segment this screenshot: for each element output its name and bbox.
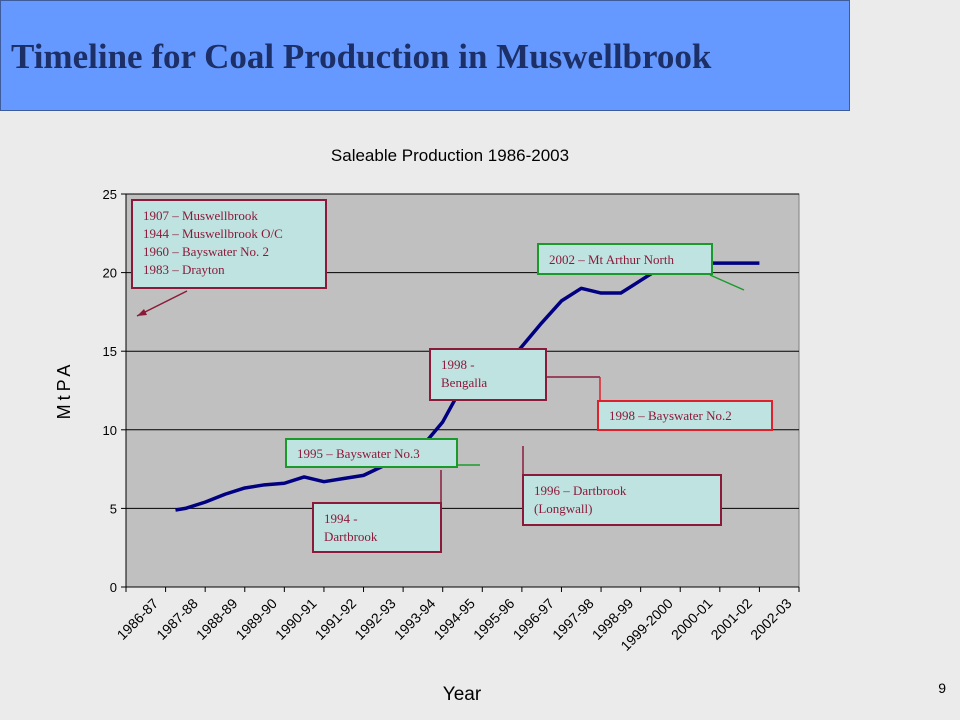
annotation-dartbrook-1994: 1994 - Dartbrook xyxy=(312,502,442,553)
x-tick-label: 1997-98 xyxy=(549,595,597,643)
y-tick-label: 0 xyxy=(110,580,117,595)
x-tick-label: 1989-90 xyxy=(232,595,280,643)
x-tick-label: 1996-97 xyxy=(510,595,558,643)
y-axis: 0 5 10 15 20 25 xyxy=(103,187,127,595)
x-tick-label: 1994-95 xyxy=(430,595,478,643)
x-tick-label: 2002-03 xyxy=(747,595,795,643)
x-axis-label: Year xyxy=(443,684,482,705)
y-axis-label: MtPA xyxy=(54,361,74,420)
arrowhead-icon xyxy=(137,309,147,316)
annotation-line: 1983 – Drayton xyxy=(143,262,225,277)
callout-line-mt-arthur-north xyxy=(709,274,745,291)
chart-title: Saleable Production 1986-2003 xyxy=(330,146,570,165)
x-tick-label: 1987-88 xyxy=(153,595,201,643)
annotation-mt-arthur-north: 2002 – Mt Arthur North xyxy=(537,243,713,275)
y-tick-label: 5 xyxy=(110,501,117,516)
x-tick-label: 2000-01 xyxy=(668,595,716,643)
annotation-line: 1994 - xyxy=(324,511,358,526)
x-tick-label: 1986-87 xyxy=(114,595,162,643)
x-tick-label: 2001-02 xyxy=(707,595,755,643)
annotation-line: 1998 – Bayswater No.2 xyxy=(609,408,732,423)
annotation-line: 1907 – Muswellbrook xyxy=(143,208,258,223)
annotation-line: 1960 – Bayswater No. 2 xyxy=(143,244,270,259)
y-tick-label: 15 xyxy=(103,344,117,359)
y-tick-label: 10 xyxy=(103,423,117,438)
x-tick-label: 1992-93 xyxy=(351,595,399,643)
annotation-line: Dartbrook xyxy=(324,529,378,544)
x-tick-label: 1995-96 xyxy=(470,595,518,643)
page-number: 9 xyxy=(938,680,946,696)
annotation-bayswater-no3: 1995 – Bayswater No.3 xyxy=(285,438,458,468)
y-tick-label: 25 xyxy=(103,187,117,202)
x-tick-label: 1990-91 xyxy=(272,595,320,643)
annotation-line: (Longwall) xyxy=(534,501,593,516)
annotation-line: 1995 – Bayswater No.3 xyxy=(297,446,420,461)
annotation-early-mines: 1907 – Muswellbrook 1944 – Muswellbrook … xyxy=(131,199,327,289)
annotation-line: 1944 – Muswellbrook O/C xyxy=(143,226,283,241)
annotation-line: 2002 – Mt Arthur North xyxy=(549,252,674,267)
annotation-bengalla: 1998 - Bengalla xyxy=(429,348,547,401)
y-tick-label: 20 xyxy=(103,266,117,281)
title-banner: Timeline for Coal Production in Muswellb… xyxy=(0,0,850,111)
annotation-line: 1998 - xyxy=(441,357,475,372)
x-axis: 1986-871987-881988-891989-901990-911991-… xyxy=(114,586,800,654)
annotation-dartbrook-longwall: 1996 – Dartbrook (Longwall) xyxy=(522,474,722,526)
annotation-line: Bengalla xyxy=(441,375,488,390)
slide-title: Timeline for Coal Production in Muswellb… xyxy=(11,37,712,76)
x-tick-label: 1993-94 xyxy=(391,595,439,643)
x-tick-label: 1988-89 xyxy=(193,595,241,643)
x-tick-label: 1991-92 xyxy=(312,595,360,643)
annotation-line: 1996 – Dartbrook xyxy=(534,483,627,498)
annotation-bayswater-no2-1998: 1998 – Bayswater No.2 xyxy=(597,400,773,431)
